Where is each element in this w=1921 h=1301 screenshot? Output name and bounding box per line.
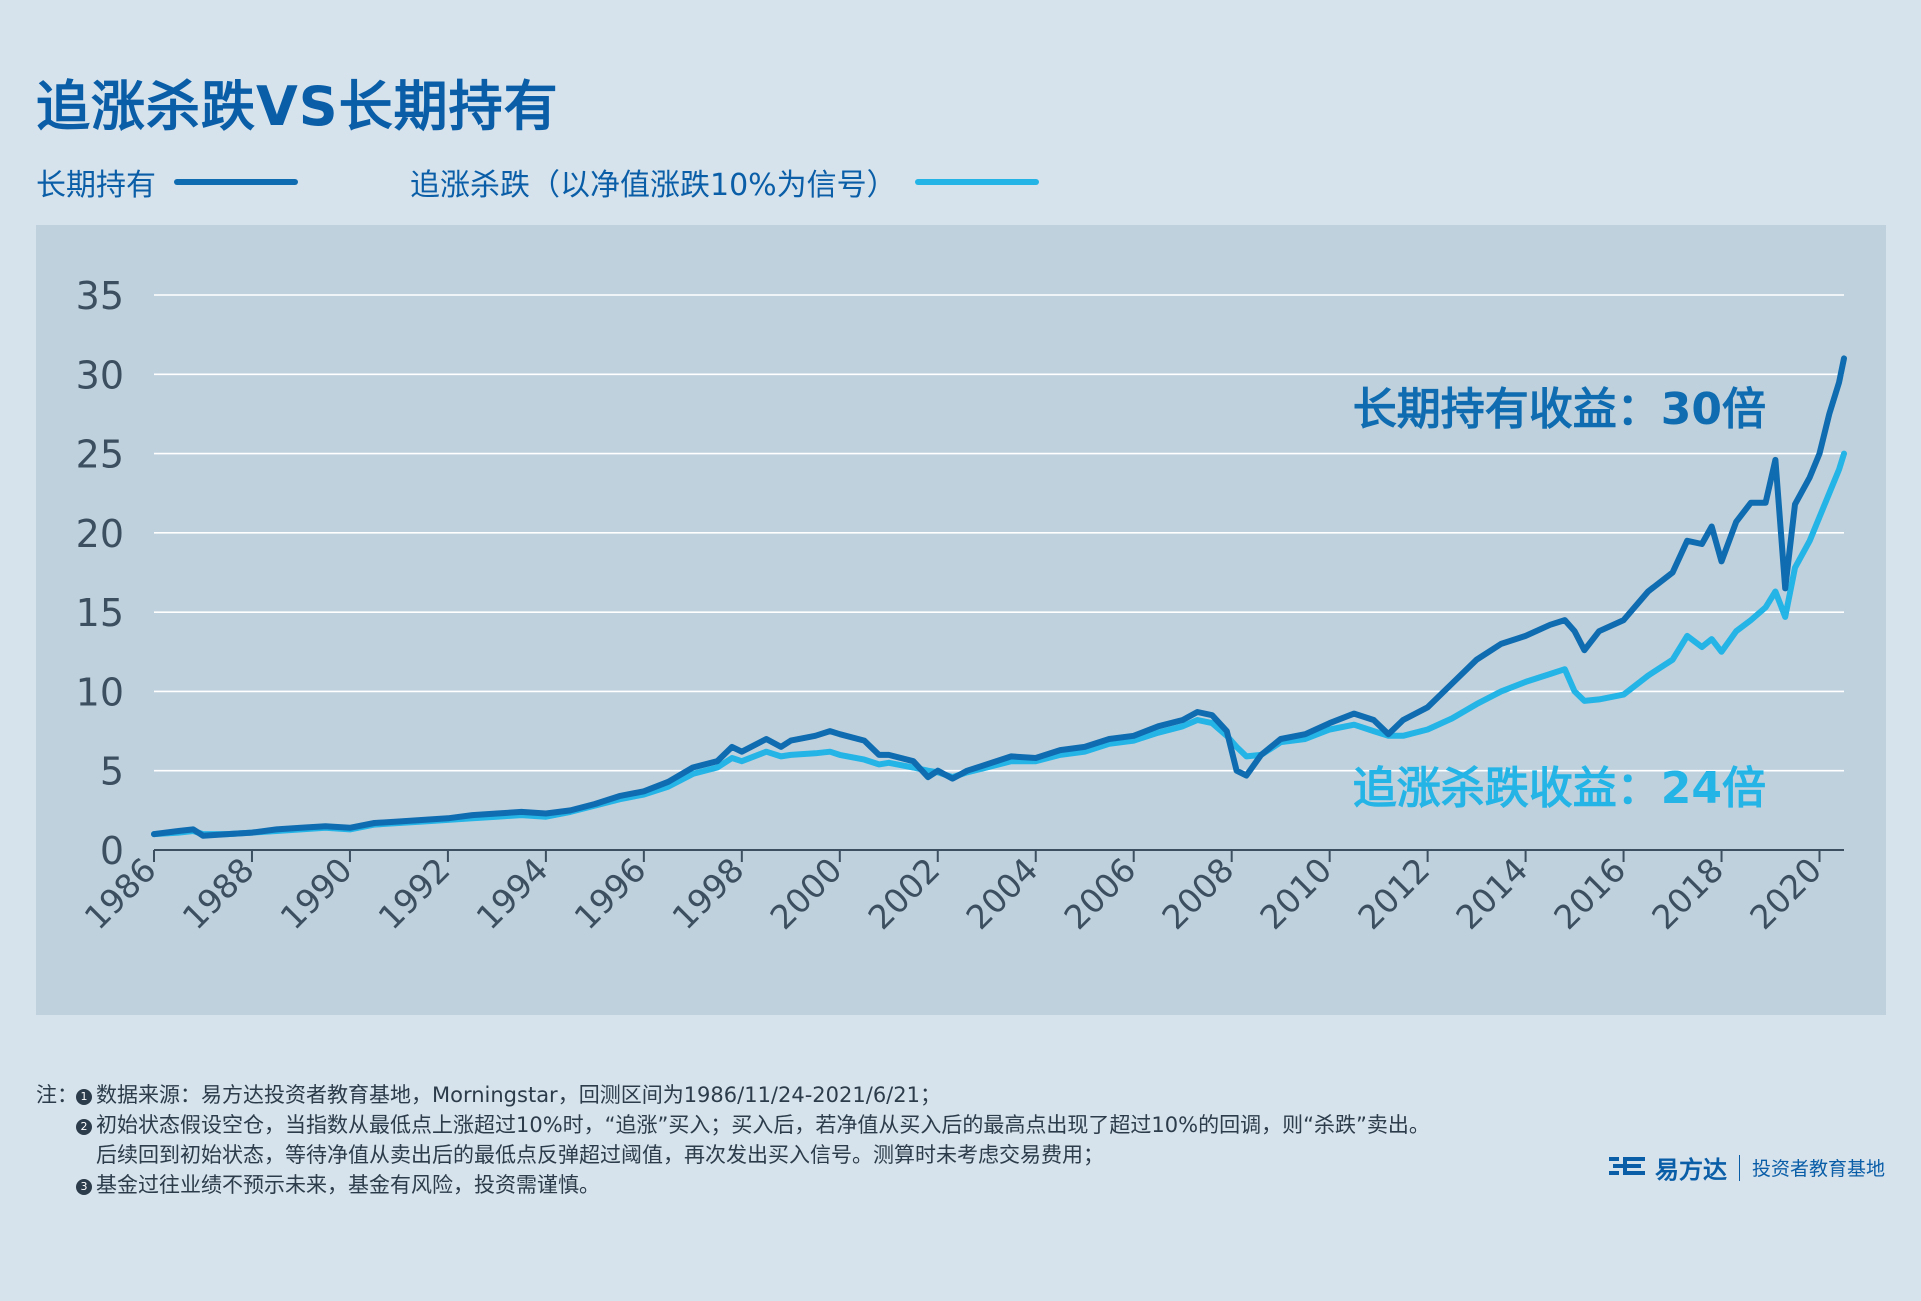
x-tick-label: 1992 xyxy=(371,850,458,937)
footnote-number-1: 1 xyxy=(76,1089,92,1105)
brand: 易方达 投资者教育基地 xyxy=(1608,1150,1885,1185)
annotation-chase-return: 追涨杀跌收益：24倍 xyxy=(1353,763,1766,814)
footnote-text-2b: 后续回到初始状态，等待净值从卖出后的最低点反弹超过阈值，再次发出买入信号。测算时… xyxy=(96,1143,1104,1167)
y-tick-label: 20 xyxy=(76,512,124,556)
y-tick-label: 30 xyxy=(76,353,124,397)
footnote-1: 注： 1 数据来源：易方达投资者教育基地，Morningstar，回测区间为198… xyxy=(36,1080,1430,1110)
legend-item-hold: 长期持有 xyxy=(36,160,298,204)
x-tick-label: 1998 xyxy=(665,850,752,937)
brand-name: 易方达 xyxy=(1654,1156,1727,1184)
y-tick-label: 10 xyxy=(76,670,124,714)
legend-item-chase: 追涨杀跌（以净值涨跌10%为信号） xyxy=(410,160,1039,204)
footnote-text-2a: 初始状态假设空仓，当指数从最低点上涨超过10%时，“追涨”买入；买入后，若净值从… xyxy=(96,1113,1430,1137)
legend-label-chase: 追涨杀跌（以净值涨跌10%为信号） xyxy=(410,168,897,203)
x-tick-label: 2002 xyxy=(860,850,947,937)
footnote-text-1: 数据来源：易方达投资者教育基地，Morningstar，回测区间为1986/11… xyxy=(96,1083,941,1107)
x-tick-label: 2012 xyxy=(1350,850,1437,937)
chart-legend: 长期持有 追涨杀跌（以净值涨跌10%为信号） xyxy=(0,160,1921,210)
legend-label-hold: 长期持有 xyxy=(36,168,156,203)
x-tick-label: 2020 xyxy=(1742,850,1829,937)
x-tick-label: 2004 xyxy=(958,850,1045,937)
x-tick-label: 2006 xyxy=(1056,850,1143,937)
x-tick-label: 2010 xyxy=(1252,850,1339,937)
efunds-logo-icon xyxy=(1608,1156,1645,1175)
x-tick-label: 2016 xyxy=(1546,850,1633,937)
footnote-number-3: 3 xyxy=(76,1179,92,1195)
series-line-hold xyxy=(151,355,1847,839)
x-tick-label: 2018 xyxy=(1644,850,1731,937)
y-tick-label: 5 xyxy=(100,750,124,794)
y-tick-label: 15 xyxy=(76,591,124,635)
chart-panel: 0 5 10 15 20 25 30 35 1986 1988 1990 1992 1994 1996 19… xyxy=(36,225,1886,1015)
legend-swatch-chase xyxy=(914,179,1039,185)
footnote-text-3: 基金过往业绩不预示未来，基金有风险，投资需谨慎。 xyxy=(96,1173,600,1197)
footnote-2: 2 初始状态假设空仓，当指数从最低点上涨超过10%时，“追涨”买入；买入后，若净值… xyxy=(36,1110,1430,1140)
footnote-lead: 注： xyxy=(36,1083,78,1107)
brand-subtitle: 投资者教育基地 xyxy=(1751,1158,1885,1180)
footnotes: 注： 1 数据来源：易方达投资者教育基地，Morningstar，回测区间为198… xyxy=(36,1080,1430,1200)
y-tick-label: 0 xyxy=(100,829,124,873)
legend-swatch-hold xyxy=(174,179,298,185)
annotation-hold-return: 长期持有收益：30倍 xyxy=(1353,384,1766,435)
footnote-2-continued: 后续回到初始状态，等待净值从卖出后的最低点反弹超过阈值，再次发出买入信号。测算时… xyxy=(36,1140,1430,1170)
page-title: 追涨杀跌VS长期持有 xyxy=(36,75,559,138)
x-tick-label: 1996 xyxy=(567,850,654,937)
footnote-3: 3 基金过往业绩不预示未来，基金有风险，投资需谨慎。 xyxy=(36,1170,1430,1200)
x-tick-label: 1994 xyxy=(469,850,556,937)
x-tick-label: 2008 xyxy=(1154,850,1241,937)
x-tick-label: 1990 xyxy=(273,850,360,937)
y-tick-label: 25 xyxy=(76,433,124,477)
x-tick-label: 2014 xyxy=(1448,850,1535,937)
x-tick-label: 1988 xyxy=(175,850,262,937)
brand-divider xyxy=(1738,1154,1740,1181)
y-tick-label: 35 xyxy=(76,274,124,318)
series-line-chase xyxy=(151,450,1847,838)
x-tick-label: 2000 xyxy=(762,850,849,937)
footnote-number-2: 2 xyxy=(76,1119,92,1135)
